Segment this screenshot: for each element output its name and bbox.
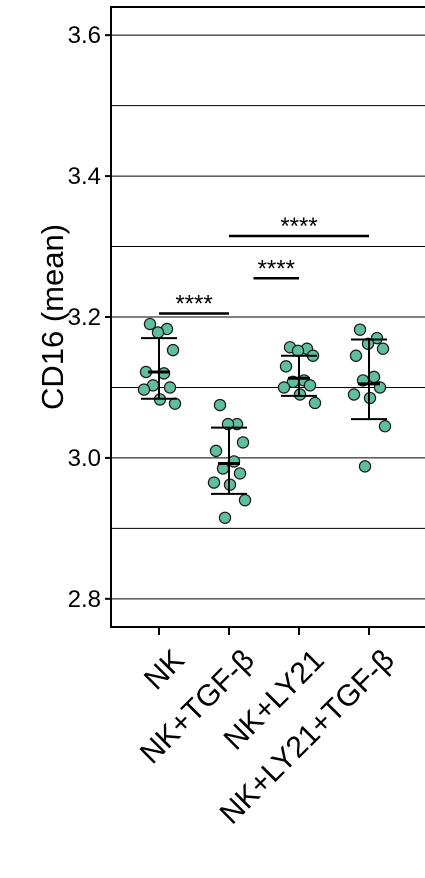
data-point [303, 379, 317, 392]
data-point [137, 383, 151, 396]
data-point [308, 396, 322, 410]
y-tick-label: 3.4 [68, 163, 101, 190]
data-point [168, 397, 182, 410]
significance-label: **** [280, 213, 317, 240]
y-tick-label: 3.2 [68, 304, 101, 331]
y-tick-label: 3.6 [68, 22, 101, 49]
data-point [236, 436, 250, 449]
data-point [277, 381, 291, 394]
significance-brackets: **** **** **** [159, 213, 369, 317]
data-point [209, 444, 223, 458]
data-point [163, 381, 177, 394]
mean-sd-bars [141, 337, 387, 495]
significance-label: **** [175, 290, 212, 317]
data-point [233, 467, 247, 480]
data-point [358, 460, 372, 473]
data-point [151, 326, 165, 339]
data-point [370, 331, 384, 345]
significance-label: **** [258, 255, 295, 282]
y-tick-label: 2.8 [68, 586, 101, 613]
y-tick-label: 3.0 [68, 445, 101, 472]
data-point [376, 342, 390, 355]
y-axis: 2.8 3.0 3.2 3.4 3.6 [68, 22, 111, 613]
data-point [227, 455, 241, 468]
data-point [347, 388, 361, 401]
data-point [291, 344, 305, 358]
data-point [143, 317, 157, 331]
data-point [378, 420, 392, 433]
data-point [213, 398, 227, 412]
data-point [349, 349, 363, 362]
data-point [279, 360, 293, 373]
data-points [137, 317, 392, 524]
data-point [238, 493, 252, 507]
data-point [207, 476, 221, 489]
y-axis-title: CD16 (mean) [35, 224, 70, 410]
x-category-label: NK [138, 643, 191, 696]
data-point [218, 511, 232, 524]
data-point [166, 343, 180, 357]
data-point [367, 370, 381, 384]
data-point [353, 323, 367, 336]
gridlines [111, 34, 425, 600]
